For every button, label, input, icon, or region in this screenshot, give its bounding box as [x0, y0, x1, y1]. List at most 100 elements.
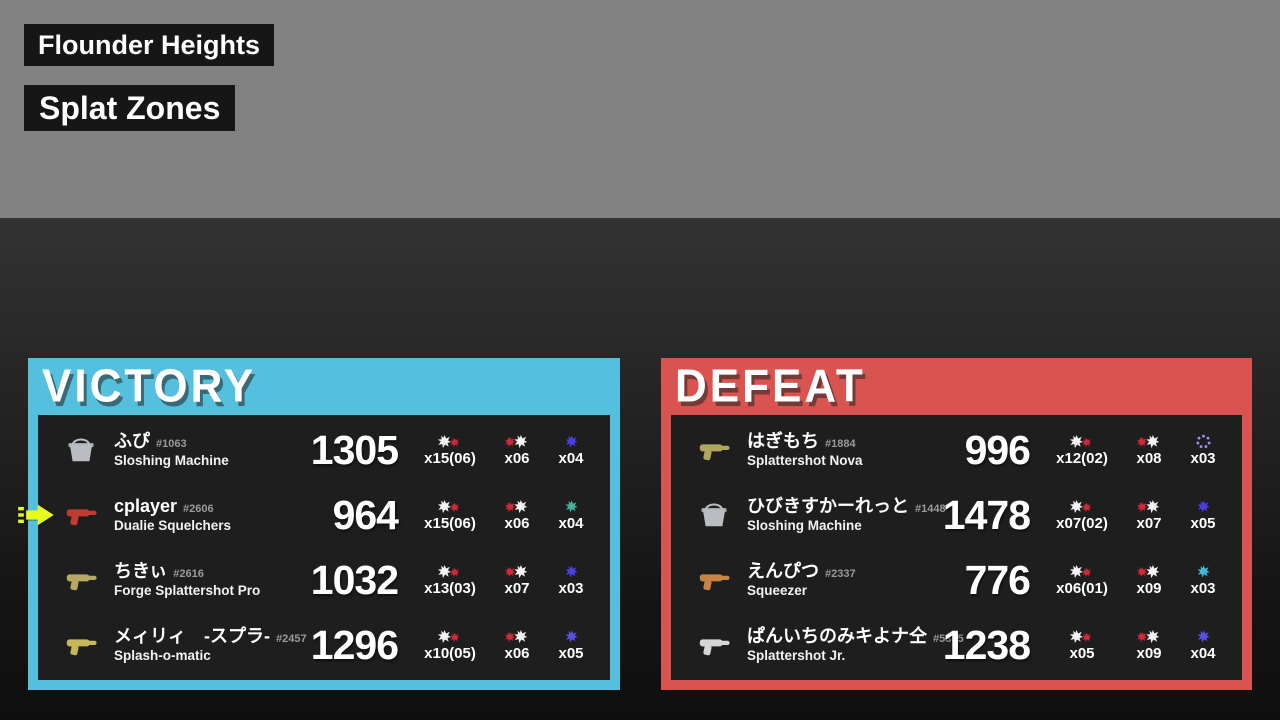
player-row-self: cplayer #2606 Dualie Squelchers 964 x15(0…	[48, 483, 600, 547]
weapon-name: Splattershot Nova	[747, 453, 863, 469]
kills-count: x07(02)	[1056, 514, 1108, 532]
stage-name-label: Flounder Heights	[24, 24, 274, 66]
kills-count: x15(06)	[424, 514, 476, 532]
specials-count: x03	[1190, 579, 1216, 597]
specials-count: x05	[558, 644, 584, 662]
special-weapon-icon	[564, 629, 578, 643]
weapon-icon	[64, 566, 98, 594]
weapon-icon	[697, 501, 731, 529]
weapon-name: Sloshing Machine	[747, 518, 862, 534]
weapon-icon	[64, 436, 98, 464]
splatted-death-icon	[504, 629, 528, 643]
special-weapon-icon	[1196, 499, 1210, 513]
splat-kill-icon	[437, 434, 460, 448]
weapon-icon	[64, 501, 98, 529]
victory-player-list: ふぴ #1063 Sloshing Machine 1305 x15(06) x0…	[38, 415, 610, 680]
deaths-count: x09	[1136, 644, 1162, 662]
player-points: 964	[332, 491, 399, 538]
weapon-name: Sloshing Machine	[114, 453, 229, 469]
player-points: 776	[964, 556, 1031, 603]
player-name: メィリィ -スプラ-	[114, 626, 270, 647]
splat-kill-icon	[1069, 434, 1092, 448]
player-points: 1478	[942, 491, 1031, 538]
splatted-death-icon	[1136, 434, 1160, 448]
deaths-count: x08	[1136, 449, 1162, 467]
splat-kill-icon	[1069, 499, 1092, 513]
splatted-death-icon	[504, 564, 528, 578]
deaths-count: x07	[504, 579, 530, 597]
player-points: 1296	[310, 621, 399, 668]
mode-name-text: Splat Zones	[39, 89, 221, 126]
weapon-icon	[697, 631, 731, 659]
yellow-arrow-icon	[18, 504, 55, 527]
player-tag: #2616	[173, 568, 204, 581]
defeat-title: DEFEAT	[675, 360, 866, 412]
player-name: えんぴつ	[747, 561, 819, 582]
player-points: 1032	[310, 556, 399, 603]
specials-count: x04	[558, 514, 584, 532]
special-weapon-icon	[564, 499, 578, 513]
player-name: はぎもち	[747, 431, 819, 452]
defeat-header: DEFEAT	[661, 358, 1252, 415]
splat-kill-icon	[1069, 564, 1092, 578]
splatted-death-icon	[504, 434, 528, 448]
player-row: ふぴ #1063 Sloshing Machine 1305 x15(06) x0…	[48, 418, 600, 482]
splatted-death-icon	[1136, 564, 1160, 578]
weapon-icon	[697, 436, 731, 464]
defeat-player-list: はぎもち #1884 Splattershot Nova 996 x12(02) …	[671, 415, 1242, 680]
player-name: ぱんいちのみキよナ仝	[747, 626, 927, 647]
weapon-name: Forge Splattershot Pro	[114, 583, 261, 599]
specials-count: x03	[558, 579, 584, 597]
special-weapon-icon	[564, 564, 578, 578]
player-name: ふぴ	[114, 431, 150, 452]
kills-count: x05	[1069, 644, 1095, 662]
player-tag: #1884	[825, 438, 856, 451]
splat-kill-icon	[437, 564, 460, 578]
stage-name-text: Flounder Heights	[38, 29, 260, 60]
special-weapon-icon	[1196, 564, 1210, 578]
specials-count: x05	[1190, 514, 1216, 532]
splat-kill-icon	[437, 629, 460, 643]
player-row: はぎもち #1884 Splattershot Nova 996 x12(02) …	[681, 418, 1232, 482]
player-row: ぱんいちのみキよナ仝 #5355 Splattershot Jr. 1238 x0…	[681, 613, 1232, 677]
victory-title: VICTORY	[42, 360, 257, 412]
player-name: cplayer	[114, 496, 178, 517]
deaths-count: x06	[504, 644, 530, 662]
weapon-icon	[697, 566, 731, 594]
player-row: メィリィ -スプラ- #2457 Splash-o-matic 1296 x10(…	[48, 613, 600, 677]
weapon-icon	[64, 631, 98, 659]
kills-count: x15(06)	[424, 449, 476, 467]
weapon-name: Splash-o-matic	[114, 648, 211, 664]
special-weapon-icon	[564, 434, 578, 448]
kills-count: x13(03)	[424, 579, 476, 597]
player-tag: #1063	[156, 438, 187, 451]
player-row: ちきぃ #2616 Forge Splattershot Pro 1032 x13…	[48, 548, 600, 612]
player-points: 1238	[942, 621, 1031, 668]
player-tag: #2606	[183, 503, 214, 516]
player-name: ひびきすかーれっと	[747, 496, 909, 517]
kills-count: x06(01)	[1056, 579, 1108, 597]
player-row: えんぴつ #2337 Squeezer 776 x06(01) x09 x03	[681, 548, 1232, 612]
player-points: 1305	[310, 426, 399, 473]
splatted-death-icon	[1136, 499, 1160, 513]
specials-count: x03	[1190, 449, 1216, 467]
kills-count: x12(02)	[1056, 449, 1108, 467]
weapon-name: Dualie Squelchers	[114, 518, 232, 534]
player-points: 996	[964, 426, 1031, 473]
deaths-count: x09	[1136, 579, 1162, 597]
player-tag: #2337	[825, 568, 856, 581]
specials-count: x04	[558, 449, 584, 467]
deaths-count: x06	[504, 449, 530, 467]
splatted-death-icon	[504, 499, 528, 513]
weapon-name: Squeezer	[747, 583, 808, 599]
weapon-name: Splattershot Jr.	[747, 648, 846, 664]
player-tag: #5355	[933, 633, 964, 646]
player-row: ひびきすかーれっと #1448 Sloshing Machine 1478 x07…	[681, 483, 1232, 547]
player-tag: #1448	[915, 503, 946, 516]
splatted-death-icon	[1136, 629, 1160, 643]
special-weapon-icon	[1196, 434, 1211, 449]
mode-name-label: Splat Zones	[24, 85, 236, 131]
splat-kill-icon	[1069, 629, 1092, 643]
player-name: ちきぃ	[114, 561, 168, 582]
